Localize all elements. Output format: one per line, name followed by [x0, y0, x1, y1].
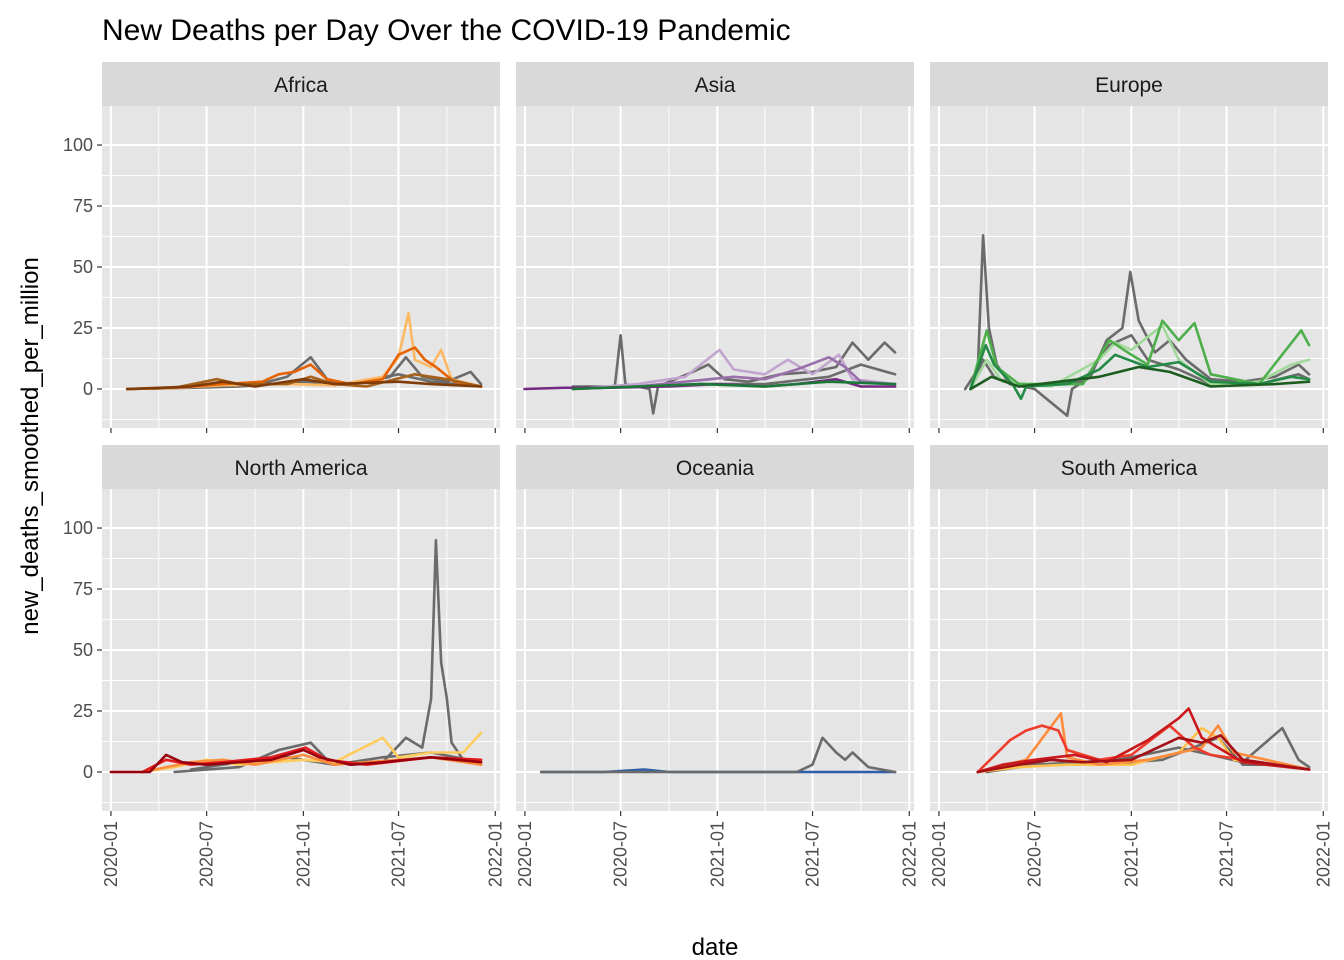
- y-tick-label: 0: [83, 379, 93, 399]
- series-group: [976, 707, 1311, 774]
- facet-strip-label: South America: [1061, 457, 1198, 480]
- y-tick-label: 50: [73, 257, 93, 277]
- x-tick-label: 2020-01: [515, 821, 535, 887]
- facet-strip: [102, 62, 500, 106]
- x-axis-title: date: [692, 934, 739, 960]
- y-tick-label: 25: [73, 701, 93, 721]
- facet-strip: [516, 445, 914, 489]
- x-tick-label: 2021-07: [1217, 821, 1237, 887]
- series-group: [109, 538, 483, 774]
- facet-strip-label: Africa: [274, 74, 328, 97]
- series-group: [125, 311, 483, 391]
- series-line: [571, 355, 897, 391]
- series-line: [976, 712, 1311, 774]
- facet-grid: Africa Asia Europe North America Oceania Sout…: [102, 62, 1328, 811]
- y-tick-label: 100: [63, 518, 93, 538]
- series-line: [976, 707, 1311, 774]
- y-tick-label: 50: [73, 640, 93, 660]
- chart-title: New Deaths per Day Over the COVID-19 Pan…: [102, 14, 791, 47]
- y-axis-title: new_deaths_smoothed_per_million: [17, 257, 44, 635]
- series-group: [963, 234, 1311, 418]
- series-line: [969, 343, 1311, 401]
- series-line: [173, 538, 483, 774]
- x-tick-label: 2020-07: [197, 821, 217, 887]
- facet-africa: Africa: [102, 62, 500, 428]
- y-tick-label: 25: [73, 318, 93, 338]
- x-tick-label: 2022-01: [485, 821, 505, 887]
- x-tick-label: 2021-01: [293, 821, 313, 887]
- x-tick-label: 2022-01: [899, 821, 919, 887]
- series-line: [571, 348, 897, 391]
- facet-strip-label: North America: [234, 457, 367, 480]
- y-tick-label: 100: [63, 135, 93, 155]
- x-tick-label: 2021-01: [1121, 821, 1141, 887]
- facet-asia: Asia: [516, 62, 914, 428]
- series-line: [539, 736, 897, 774]
- facet-south-america: South America: [930, 445, 1328, 811]
- x-tick-label: 2021-07: [803, 821, 823, 887]
- x-tick-label: 2021-01: [707, 821, 727, 887]
- x-tick-label: 2020-01: [101, 821, 121, 887]
- series-line: [963, 234, 1311, 418]
- series-line: [976, 734, 1311, 774]
- series-line: [571, 380, 897, 391]
- facet-strip-label: Oceania: [676, 457, 755, 480]
- y-tick-label: 0: [83, 762, 93, 782]
- series-line: [125, 372, 483, 391]
- series-group: [539, 736, 897, 774]
- series-line: [985, 726, 1311, 774]
- x-tick-label: 2020-07: [1025, 821, 1045, 887]
- facet-strip-label: Asia: [695, 74, 736, 97]
- series-line: [976, 724, 1311, 774]
- series-line: [571, 333, 897, 415]
- series-group: [523, 333, 897, 415]
- facet-strip: [516, 62, 914, 106]
- facet-europe: Europe: [930, 62, 1328, 428]
- facet-strip: [930, 445, 1328, 489]
- facet-strip-label: Europe: [1095, 74, 1163, 97]
- series-line: [969, 319, 1311, 391]
- facet-strip: [930, 62, 1328, 106]
- x-tick-label: 2020-07: [611, 821, 631, 887]
- facet-strip: [102, 445, 500, 489]
- series-line: [125, 377, 483, 391]
- series-line: [109, 748, 483, 774]
- x-tick-label: 2020-01: [929, 821, 949, 887]
- axes: 0 25 50 75 100 0 25 50 75 100 2020-01 2020-07 2021-0…: [63, 135, 1333, 887]
- y-tick-label: 75: [73, 579, 93, 599]
- x-tick-label: 2021-07: [389, 821, 409, 887]
- y-tick-label: 75: [73, 196, 93, 216]
- facet-north-america: North America: [102, 445, 500, 811]
- facet-oceania: Oceania: [516, 445, 914, 811]
- series-line: [969, 365, 1311, 391]
- x-tick-label: 2022-01: [1313, 821, 1333, 887]
